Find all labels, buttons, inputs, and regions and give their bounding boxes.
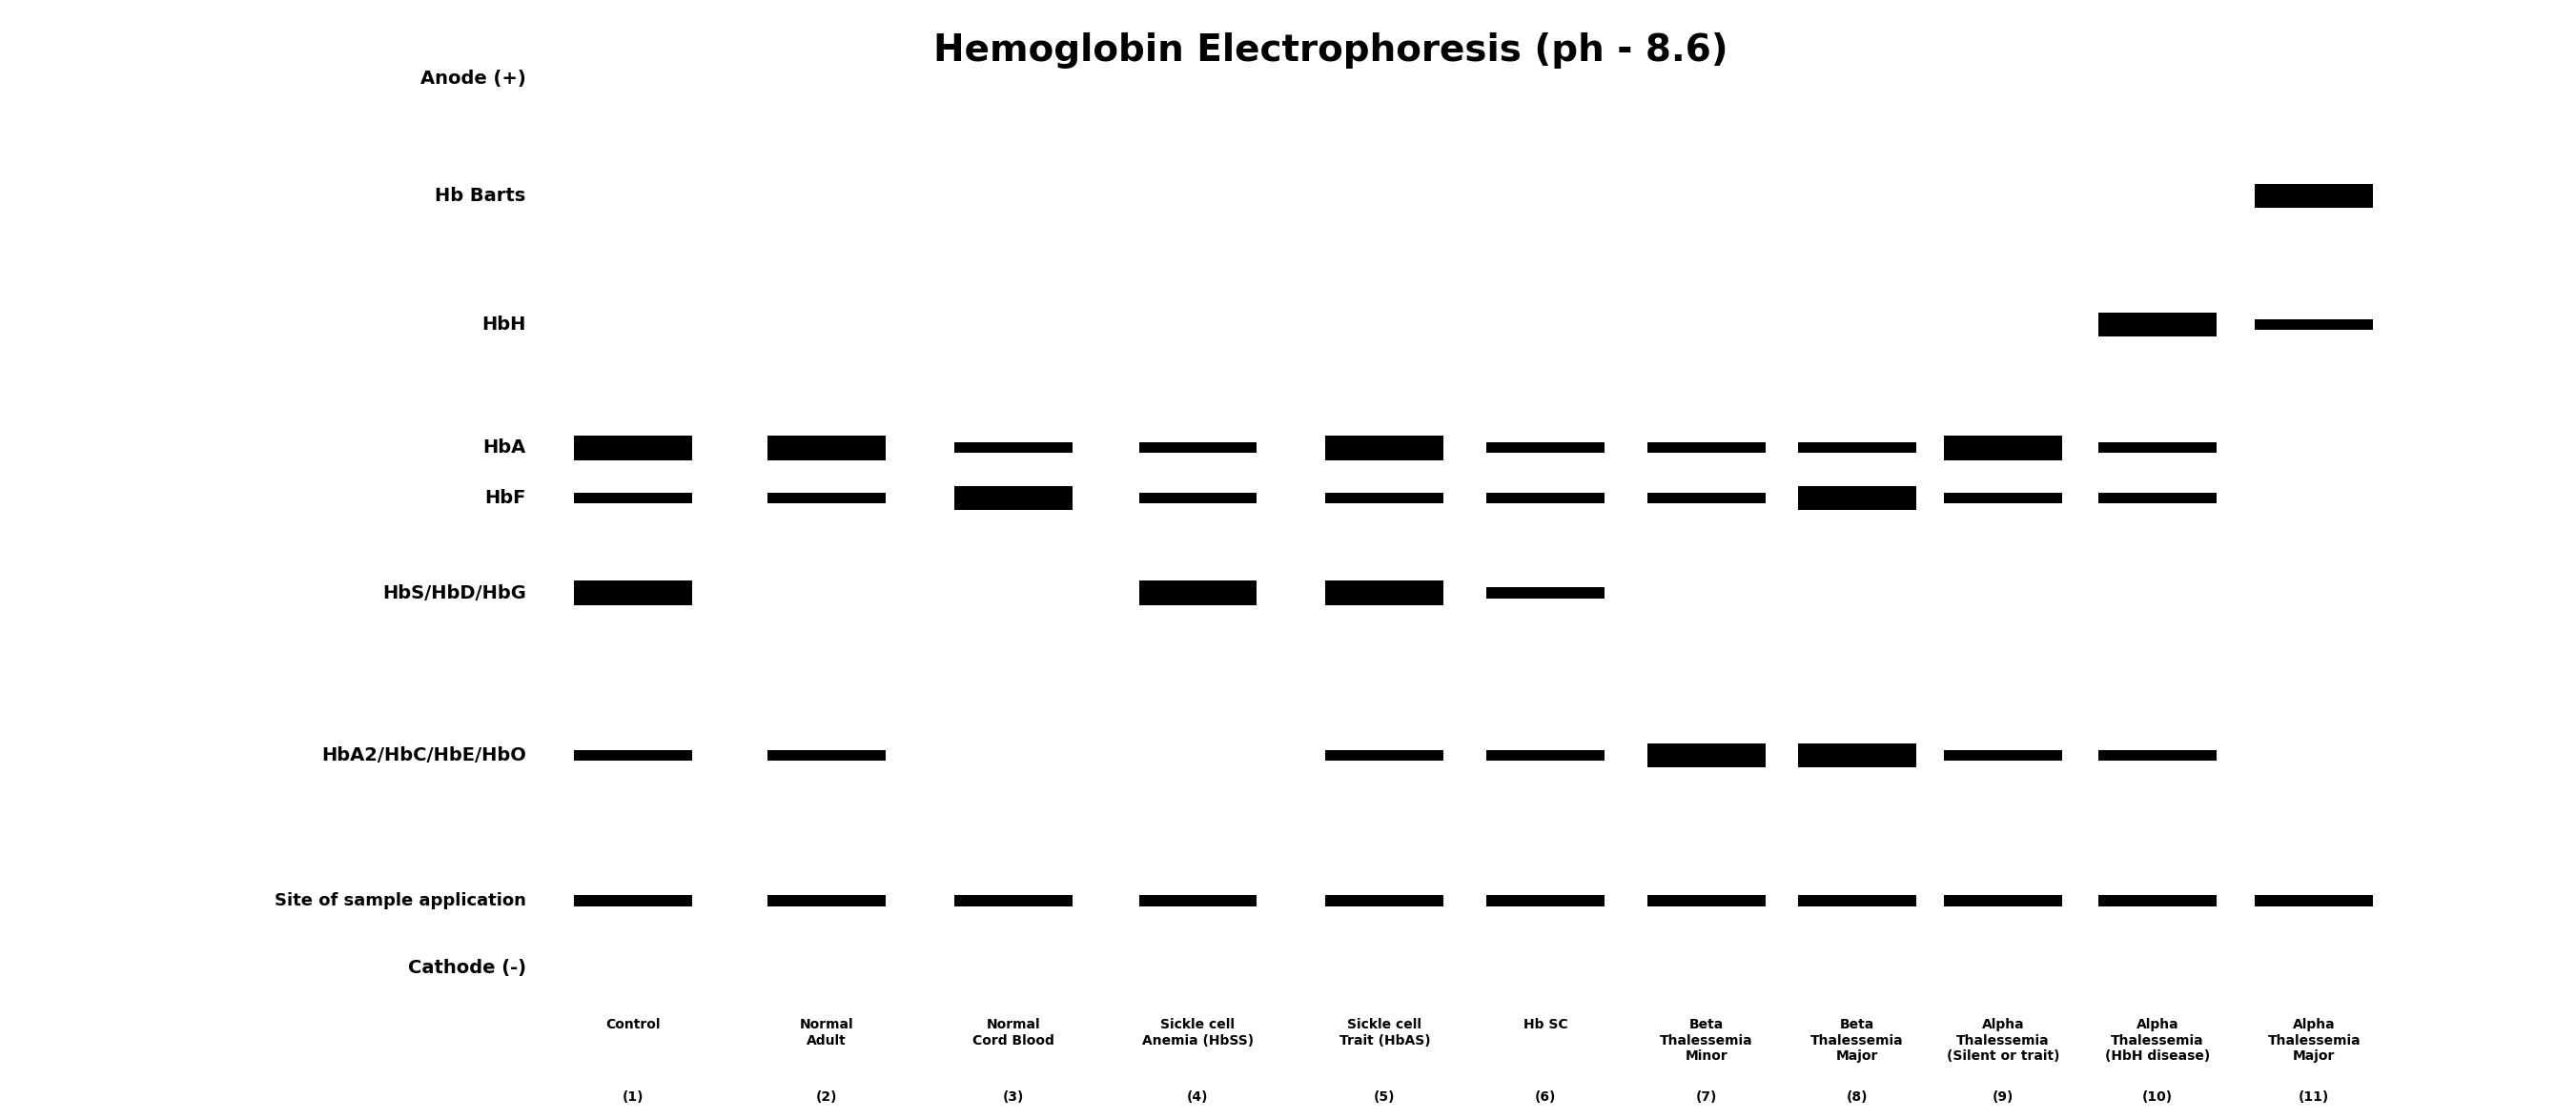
Bar	[574, 435, 693, 460]
Bar	[1649, 492, 1765, 504]
Text: HbH: HbH	[482, 316, 526, 333]
Text: (5): (5)	[1373, 1090, 1396, 1103]
Text: Site of sample application: Site of sample application	[276, 892, 526, 910]
Bar	[2099, 492, 2215, 504]
Text: (10): (10)	[2143, 1090, 2172, 1103]
Bar	[1649, 895, 1765, 906]
Text: (2): (2)	[817, 1090, 837, 1103]
Text: Beta
Thalessemia
Minor: Beta Thalessemia Minor	[1659, 1018, 1754, 1063]
Bar	[1327, 435, 1443, 460]
Bar	[574, 750, 693, 761]
Bar	[1798, 743, 1917, 768]
Text: Hb Barts: Hb Barts	[435, 187, 526, 205]
Bar	[768, 492, 886, 504]
Text: HbA: HbA	[482, 439, 526, 457]
Bar	[1139, 492, 1257, 504]
Text: Control: Control	[605, 1018, 659, 1032]
Text: Alpha
Thalessemia
(HbH disease): Alpha Thalessemia (HbH disease)	[2105, 1018, 2210, 1063]
Bar	[1327, 750, 1443, 761]
Text: (11): (11)	[2298, 1090, 2329, 1103]
Bar	[953, 486, 1072, 510]
Text: Alpha
Thalessemia
Major: Alpha Thalessemia Major	[2267, 1018, 2360, 1063]
Bar	[1327, 492, 1443, 504]
Bar	[1139, 442, 1257, 453]
Bar	[2254, 319, 2372, 330]
Bar	[1945, 895, 2061, 906]
Bar	[574, 492, 693, 504]
Bar	[1486, 442, 1605, 453]
Text: Sickle cell
Anemia (HbSS): Sickle cell Anemia (HbSS)	[1141, 1018, 1255, 1047]
Bar	[574, 581, 693, 605]
Bar	[1327, 895, 1443, 906]
Bar	[2254, 895, 2372, 906]
Text: Normal
Adult: Normal Adult	[799, 1018, 853, 1047]
Bar	[953, 895, 1072, 906]
Bar	[1945, 492, 2061, 504]
Bar	[768, 435, 886, 460]
Bar	[2099, 442, 2215, 453]
Text: (9): (9)	[1991, 1090, 2014, 1103]
Bar	[768, 750, 886, 761]
Bar	[2099, 895, 2215, 906]
Bar	[1945, 435, 2061, 460]
Bar	[2254, 184, 2372, 208]
Bar	[1945, 750, 2061, 761]
Text: Sickle cell
Trait (HbAS): Sickle cell Trait (HbAS)	[1340, 1018, 1430, 1047]
Bar	[1139, 581, 1257, 605]
Text: (7): (7)	[1695, 1090, 1718, 1103]
Text: (3): (3)	[1002, 1090, 1023, 1103]
Text: Cathode (-): Cathode (-)	[407, 959, 526, 977]
Text: Normal
Cord Blood: Normal Cord Blood	[971, 1018, 1054, 1047]
Bar	[768, 895, 886, 906]
Bar	[1486, 587, 1605, 599]
Bar	[2099, 312, 2215, 337]
Bar	[1798, 486, 1917, 510]
Bar	[1649, 743, 1765, 768]
Bar	[1486, 492, 1605, 504]
Bar	[1798, 442, 1917, 453]
Text: HbS/HbD/HbG: HbS/HbD/HbG	[381, 584, 526, 602]
Bar	[1486, 895, 1605, 906]
Bar	[574, 895, 693, 906]
Text: Beta
Thalessemia
Major: Beta Thalessemia Major	[1811, 1018, 1904, 1063]
Bar	[1649, 442, 1765, 453]
Text: Anode (+): Anode (+)	[420, 69, 526, 87]
Text: (4): (4)	[1188, 1090, 1208, 1103]
Text: HbF: HbF	[484, 489, 526, 507]
Bar	[1798, 895, 1917, 906]
Bar	[1327, 581, 1443, 605]
Bar	[2099, 750, 2215, 761]
Text: Alpha
Thalessemia
(Silent or trait): Alpha Thalessemia (Silent or trait)	[1947, 1018, 2058, 1063]
Bar	[1139, 895, 1257, 906]
Text: HbA2/HbC/HbE/HbO: HbA2/HbC/HbE/HbO	[322, 746, 526, 764]
Bar	[1486, 750, 1605, 761]
Bar	[953, 442, 1072, 453]
Text: (8): (8)	[1847, 1090, 1868, 1103]
Text: Hemoglobin Electrophoresis (ph - 8.6): Hemoglobin Electrophoresis (ph - 8.6)	[933, 32, 1728, 68]
Text: (1): (1)	[623, 1090, 644, 1103]
Text: Hb SC: Hb SC	[1522, 1018, 1569, 1032]
Text: (6): (6)	[1535, 1090, 1556, 1103]
